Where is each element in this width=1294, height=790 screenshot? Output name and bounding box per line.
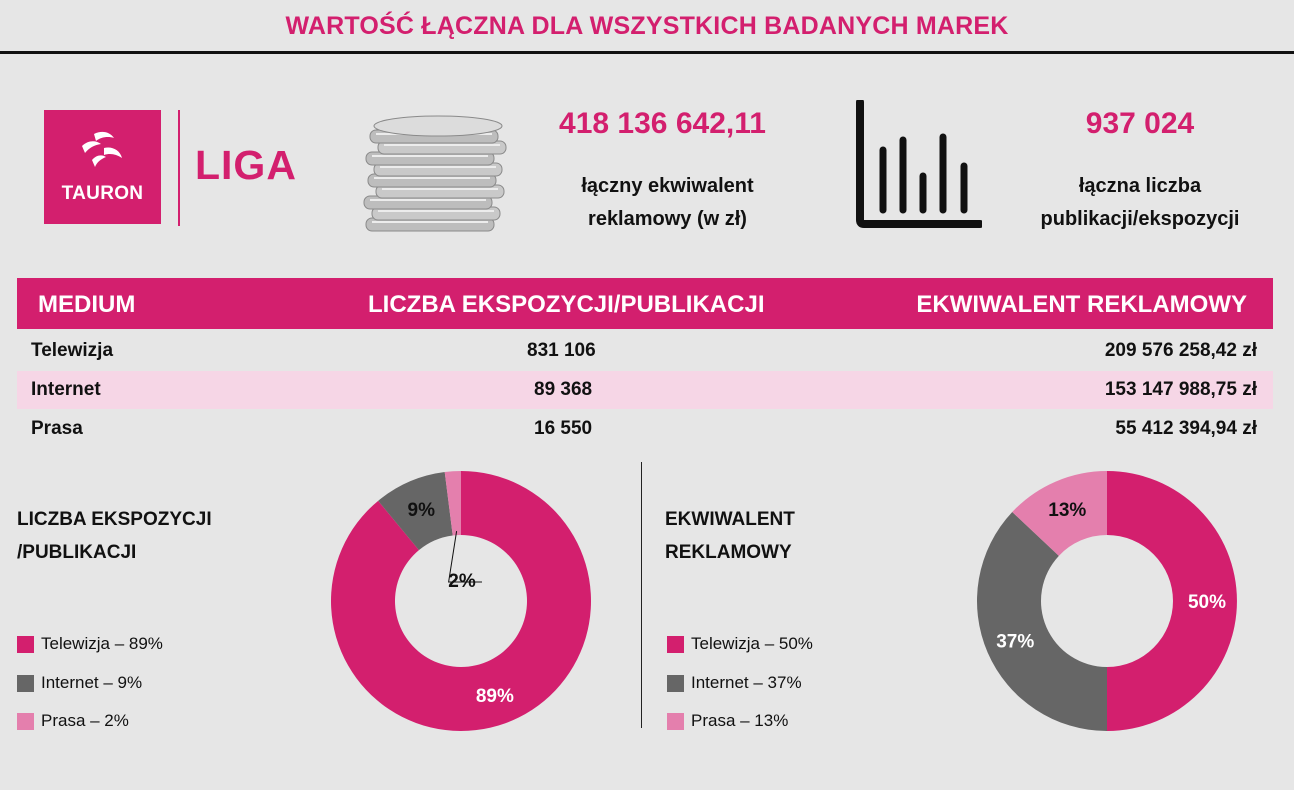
table-row: Telewizja 831 106 209 576 258,42 zł (17, 332, 1273, 370)
publications-label-line1: łączna liczba (1078, 175, 1202, 197)
row-value: 55 412 394,94 zł (1115, 418, 1257, 439)
column-header-medium: MEDIUM (38, 291, 136, 318)
chart2-donut: 50% 37% 13% (977, 471, 1237, 731)
chart1-legend-item: Telewizja – 89% (17, 634, 163, 654)
chart1-legend-item: Prasa – 2% (17, 711, 129, 731)
equivalent-label: łączny ekwiwalent reklamowy (w zł) (525, 170, 810, 236)
legend-label: Prasa – 13% (691, 711, 789, 730)
data-label-prasa: 2% (448, 571, 476, 592)
legend-swatch (17, 674, 34, 692)
chart1-title-line2: /PUBLIKACJI (17, 542, 137, 563)
data-label-internet: 37% (996, 632, 1034, 653)
section-divider (641, 462, 642, 728)
donut-slice-prasa (444, 471, 461, 536)
donut-slice-telewizja (1107, 471, 1237, 731)
legend-label: Prasa – 2% (41, 711, 129, 730)
row-value: 153 147 988,75 zł (1104, 379, 1257, 400)
donut-slice-prasa (1012, 471, 1107, 556)
equivalent-label-line1: łączny ekwiwalent (581, 175, 754, 197)
logo-divider (178, 110, 180, 226)
equivalent-label-line2: reklamowy (w zł) (588, 208, 747, 230)
chart2-title: EKWIWALENT REKLAMOWY (665, 503, 795, 569)
tauron-logo: TAURON (44, 110, 161, 224)
table-row: Prasa 16 550 55 412 394,94 zł (17, 410, 1273, 448)
logo-brand-text: TAURON (61, 183, 144, 204)
row-count: 831 106 (527, 340, 596, 361)
data-label-prasa: 13% (1048, 500, 1086, 521)
chart1-legend-item: Internet – 9% (17, 673, 142, 693)
coins-stack-icon (363, 115, 507, 232)
donut-slice-internet (977, 512, 1107, 731)
publications-label-line2: publikacji/ekspozycji (1040, 208, 1240, 230)
data-label-telewizja: 89% (476, 686, 514, 707)
equivalent-value: 418 136 642,11 (559, 107, 766, 140)
legend-label: Internet – 9% (41, 673, 143, 692)
row-count: 89 368 (534, 379, 593, 400)
donut-slice-telewizja (331, 471, 591, 731)
legend-swatch (17, 712, 34, 730)
title-divider (0, 51, 1294, 54)
chart2-legend-item: Internet – 37% (667, 673, 802, 693)
chart1-title: LICZBA EKSPOZYCJI /PUBLIKACJI (17, 503, 212, 569)
chart2-legend-item: Telewizja – 50% (667, 634, 813, 654)
legend-swatch (667, 674, 684, 692)
table-header: MEDIUM LICZBA EKSPOZYCJI/PUBLIKACJI EKWI… (17, 278, 1273, 329)
chart1-donut: 89% 9% 2% (331, 471, 591, 731)
row-medium: Telewizja (31, 340, 114, 361)
legend-swatch (17, 635, 34, 653)
row-value: 209 576 258,42 zł (1104, 340, 1257, 361)
league-name: LIGA (195, 142, 297, 188)
column-header-value: EKWIWALENT REKLAMOWY (916, 291, 1247, 318)
chart2-legend-item: Prasa – 13% (667, 711, 788, 731)
row-medium: Prasa (31, 418, 83, 439)
label-leader-line (448, 531, 482, 583)
chart2-title-line2: REKLAMOWY (665, 542, 792, 563)
data-label-telewizja: 50% (1188, 592, 1226, 613)
legend-swatch (667, 712, 684, 730)
row-medium: Internet (31, 379, 101, 400)
legend-label: Telewizja – 89% (41, 634, 163, 653)
column-header-count: LICZBA EKSPOZYCJI/PUBLIKACJI (368, 291, 765, 318)
legend-swatch (667, 635, 684, 653)
donut-slice-internet (378, 472, 453, 551)
publications-value: 937 024 (1085, 107, 1195, 140)
chart2-title-line1: EKWIWALENT (665, 509, 795, 530)
tauron-emblem-icon (82, 131, 122, 167)
publications-label: łączna liczba publikacji/ekspozycji (1005, 170, 1275, 236)
legend-label: Internet – 37% (691, 673, 802, 692)
legend-label: Telewizja – 50% (691, 634, 813, 653)
data-label-internet: 9% (408, 500, 436, 521)
bar-chart-icon (856, 100, 982, 228)
page-title: WARTOŚĆ ŁĄCZNA DLA WSZYSTKICH BADANYCH M… (285, 12, 1009, 40)
row-count: 16 550 (534, 418, 593, 439)
table-row: Internet 89 368 153 147 988,75 zł (17, 371, 1273, 409)
chart1-title-line1: LICZBA EKSPOZYCJI (17, 509, 212, 530)
